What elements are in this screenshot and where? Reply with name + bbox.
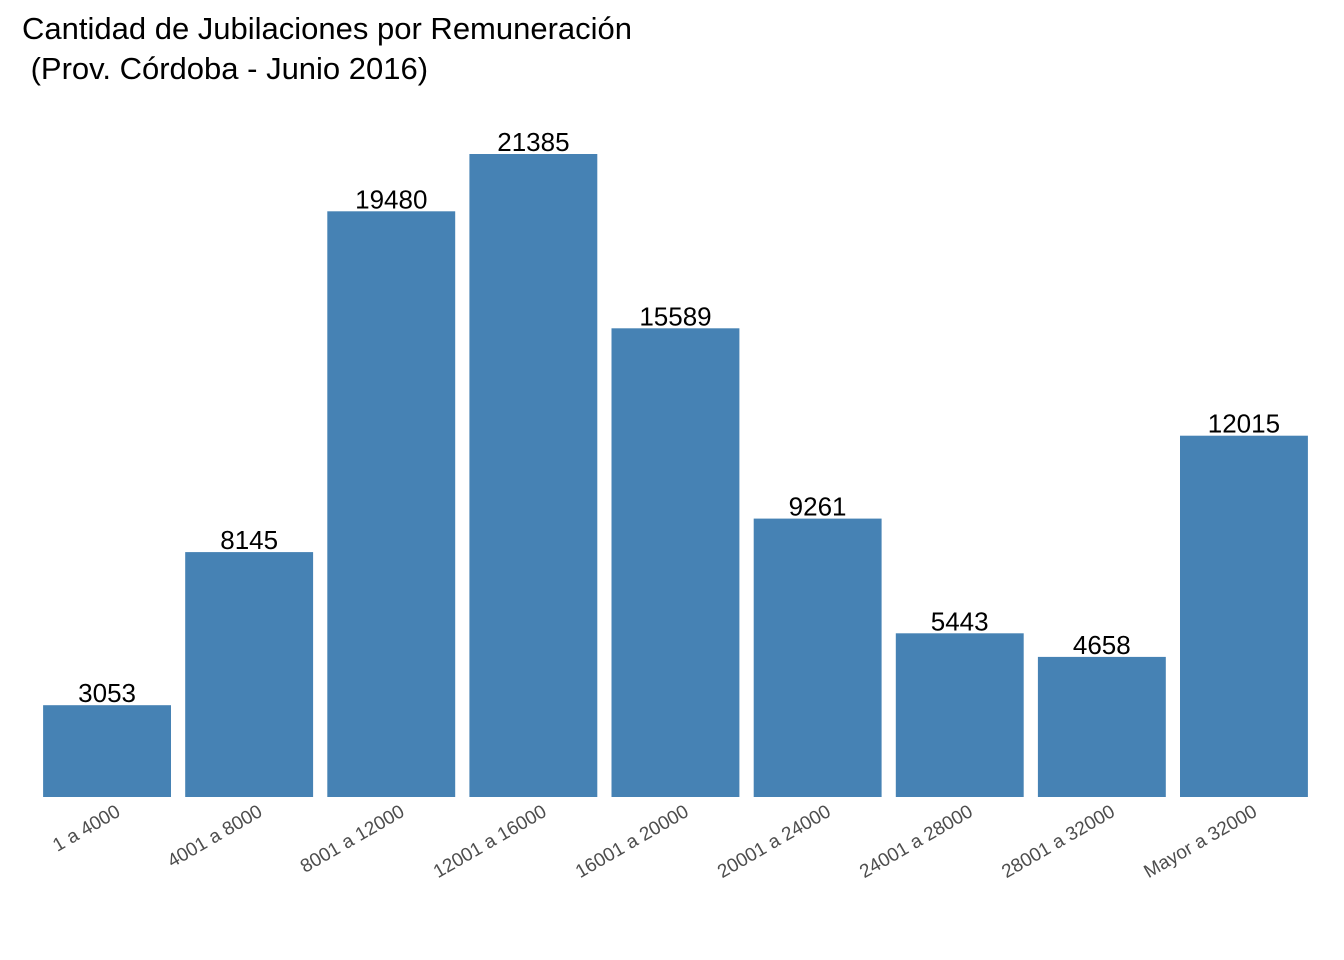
bar-5 <box>611 328 740 797</box>
bar-value-label: 8145 <box>220 525 278 555</box>
bar-3 <box>327 211 456 798</box>
bars-group <box>43 154 1308 798</box>
bar-value-label: 21385 <box>497 127 569 157</box>
bar-1 <box>43 705 171 797</box>
bar-7 <box>895 633 1024 797</box>
bar-value-label: 19480 <box>355 184 427 214</box>
x-tick-label: 24001 a 28000 <box>856 801 976 883</box>
bar-value-label: 9261 <box>789 492 847 522</box>
bar-4 <box>469 154 598 797</box>
bar-8 <box>1037 656 1166 797</box>
chart-title: Cantidad de Jubilaciones por Remuneració… <box>22 11 633 46</box>
bar-9 <box>1180 435 1308 797</box>
x-tick-label: 8001 a 12000 <box>297 801 408 877</box>
value-labels-group: 3053 8145 19480 21385 15589 9261 5443 4658 12015 <box>78 127 1280 708</box>
bar-2 <box>185 552 314 797</box>
x-tick-label: 4001 a 8000 <box>164 801 266 872</box>
x-tick-label: 28001 a 32000 <box>998 801 1118 883</box>
x-tick-label: Mayor a 32000 <box>1141 801 1261 883</box>
bar-value-label: 4658 <box>1073 630 1131 660</box>
x-tick-label: 16001 a 20000 <box>572 801 692 883</box>
bar-value-label: 5443 <box>931 606 989 636</box>
bar-value-label: 15589 <box>639 301 711 331</box>
chart-subtitle: (Prov. Córdoba - Junio 2016) <box>22 51 429 86</box>
bar-value-label: 12015 <box>1208 409 1280 439</box>
bar-6 <box>753 518 882 797</box>
x-tick-label: 12001 a 16000 <box>430 801 550 883</box>
bar-value-label: 3053 <box>78 678 136 708</box>
x-tick-label: 1 a 4000 <box>49 801 124 856</box>
x-tick-label: 20001 a 24000 <box>714 801 834 883</box>
x-tick-labels-group: 1 a 4000 4001 a 8000 8001 a 12000 12001 a 1… <box>49 801 1260 883</box>
